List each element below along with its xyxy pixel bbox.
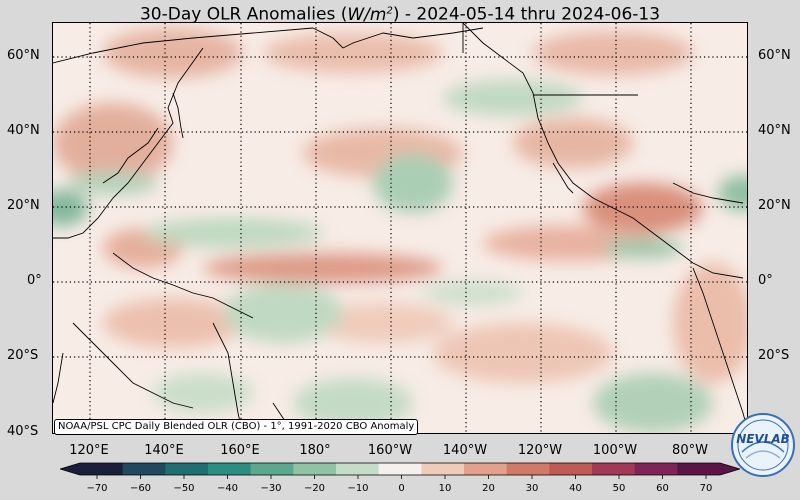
anomaly-field	[53, 28, 747, 433]
north-america-coast	[462, 23, 744, 279]
asia-north-coast	[53, 27, 314, 64]
colorbar-tick-label: −40	[216, 483, 239, 494]
lon-label-100w: 100°W	[592, 443, 638, 458]
colorbar-tick-label: 20	[482, 483, 495, 494]
colorbar-extend-high	[720, 463, 740, 475]
olr-anomaly-map	[52, 22, 748, 434]
colorbar-tick-label: −20	[303, 483, 326, 494]
data-source-credit: NOAA/PSL CPC Daily Blended OLR (CBO) - 1…	[54, 419, 419, 435]
colorbar-tick-label: 60	[656, 483, 669, 494]
lon-label-160w: 160°W	[367, 443, 413, 458]
lat-label-left-20s: 20°S	[7, 348, 39, 363]
map-title: 30-Day OLR Anomalies (W/m2) - 2024-05-14…	[139, 4, 661, 25]
colorbar-tickmarks	[96, 475, 707, 479]
colorbar-tick-label: 70	[699, 483, 713, 494]
colorbar-segment	[378, 463, 422, 475]
lon-label-140w: 140°W	[442, 443, 488, 458]
colorbar-segment	[549, 463, 593, 475]
lon-label-120e: 120°E	[69, 443, 109, 458]
baja	[552, 162, 574, 194]
colorbar-segment	[634, 463, 678, 475]
lat-label-right-20s: 20°S	[758, 348, 790, 363]
colorbar-segment	[293, 463, 337, 475]
colorbar-segment	[80, 463, 124, 475]
lat-label-right-0: 0°	[758, 273, 773, 288]
colorbar-tick-label: 50	[612, 483, 626, 494]
colorbar-segment	[464, 463, 508, 475]
aleutians	[312, 27, 484, 49]
nevlab-logo-text: NEVLAB	[736, 432, 790, 446]
colorbar-tick-label: −30	[260, 483, 282, 494]
lat-label-right-40n: 40°N	[758, 123, 791, 138]
lon-label-160e: 160°E	[220, 443, 260, 458]
colorbar-tick-label: 40	[569, 483, 582, 494]
colorbar-segment	[592, 463, 636, 475]
colorbar-tick-label: −70	[86, 483, 108, 494]
colorbar	[60, 462, 740, 479]
japan-islands	[102, 127, 159, 184]
colorbar-tick-label: 0	[398, 483, 405, 494]
lat-label-left-40n: 40°N	[7, 123, 40, 138]
lon-label-80w: 80°W	[672, 443, 708, 458]
colorbar-segment	[122, 463, 166, 475]
asia-east-coast	[53, 47, 204, 239]
sakhalin	[172, 92, 184, 139]
lon-label-120w: 120°W	[517, 443, 563, 458]
colorbar-segment	[506, 463, 550, 475]
lat-label-right-60n: 60°N	[758, 48, 791, 63]
colorbar-extend-low	[60, 463, 80, 475]
lon-label-140e: 140°E	[144, 443, 184, 458]
colorbar-segment	[250, 463, 294, 475]
nevlab-logo-icon	[731, 413, 795, 477]
colorbar-outline	[60, 462, 740, 476]
colorbar-tick-label: −50	[173, 483, 195, 494]
graticule	[53, 23, 747, 433]
colorbar-segments	[60, 463, 740, 475]
australia-north	[72, 322, 194, 409]
colorbar-segment	[421, 463, 465, 475]
south-america-coast	[692, 267, 747, 430]
lat-label-left-20n: 20°N	[7, 198, 40, 213]
colorbar-tick-label: −60	[129, 483, 152, 494]
colorbar-tick-label: 10	[438, 483, 452, 494]
lon-label-180: 180°	[299, 443, 331, 458]
gulf-coast	[672, 182, 744, 204]
colorbar-segment	[208, 463, 252, 475]
map-canvas	[53, 23, 747, 433]
lat-label-left-0: 0°	[27, 273, 42, 288]
lat-label-left-40s: 40°S	[7, 424, 39, 439]
colorbar-tick-label: 30	[525, 483, 539, 494]
colorbar-segment	[165, 463, 209, 475]
australia-west	[53, 352, 64, 404]
lat-label-right-20n: 20°N	[758, 198, 791, 213]
maritime-continent	[112, 252, 254, 319]
colorbar-tick-label: −10	[347, 483, 369, 494]
colorbar-segment	[336, 463, 380, 475]
lat-label-left-60n: 60°N	[7, 48, 40, 63]
colorbar-segment	[677, 463, 721, 475]
